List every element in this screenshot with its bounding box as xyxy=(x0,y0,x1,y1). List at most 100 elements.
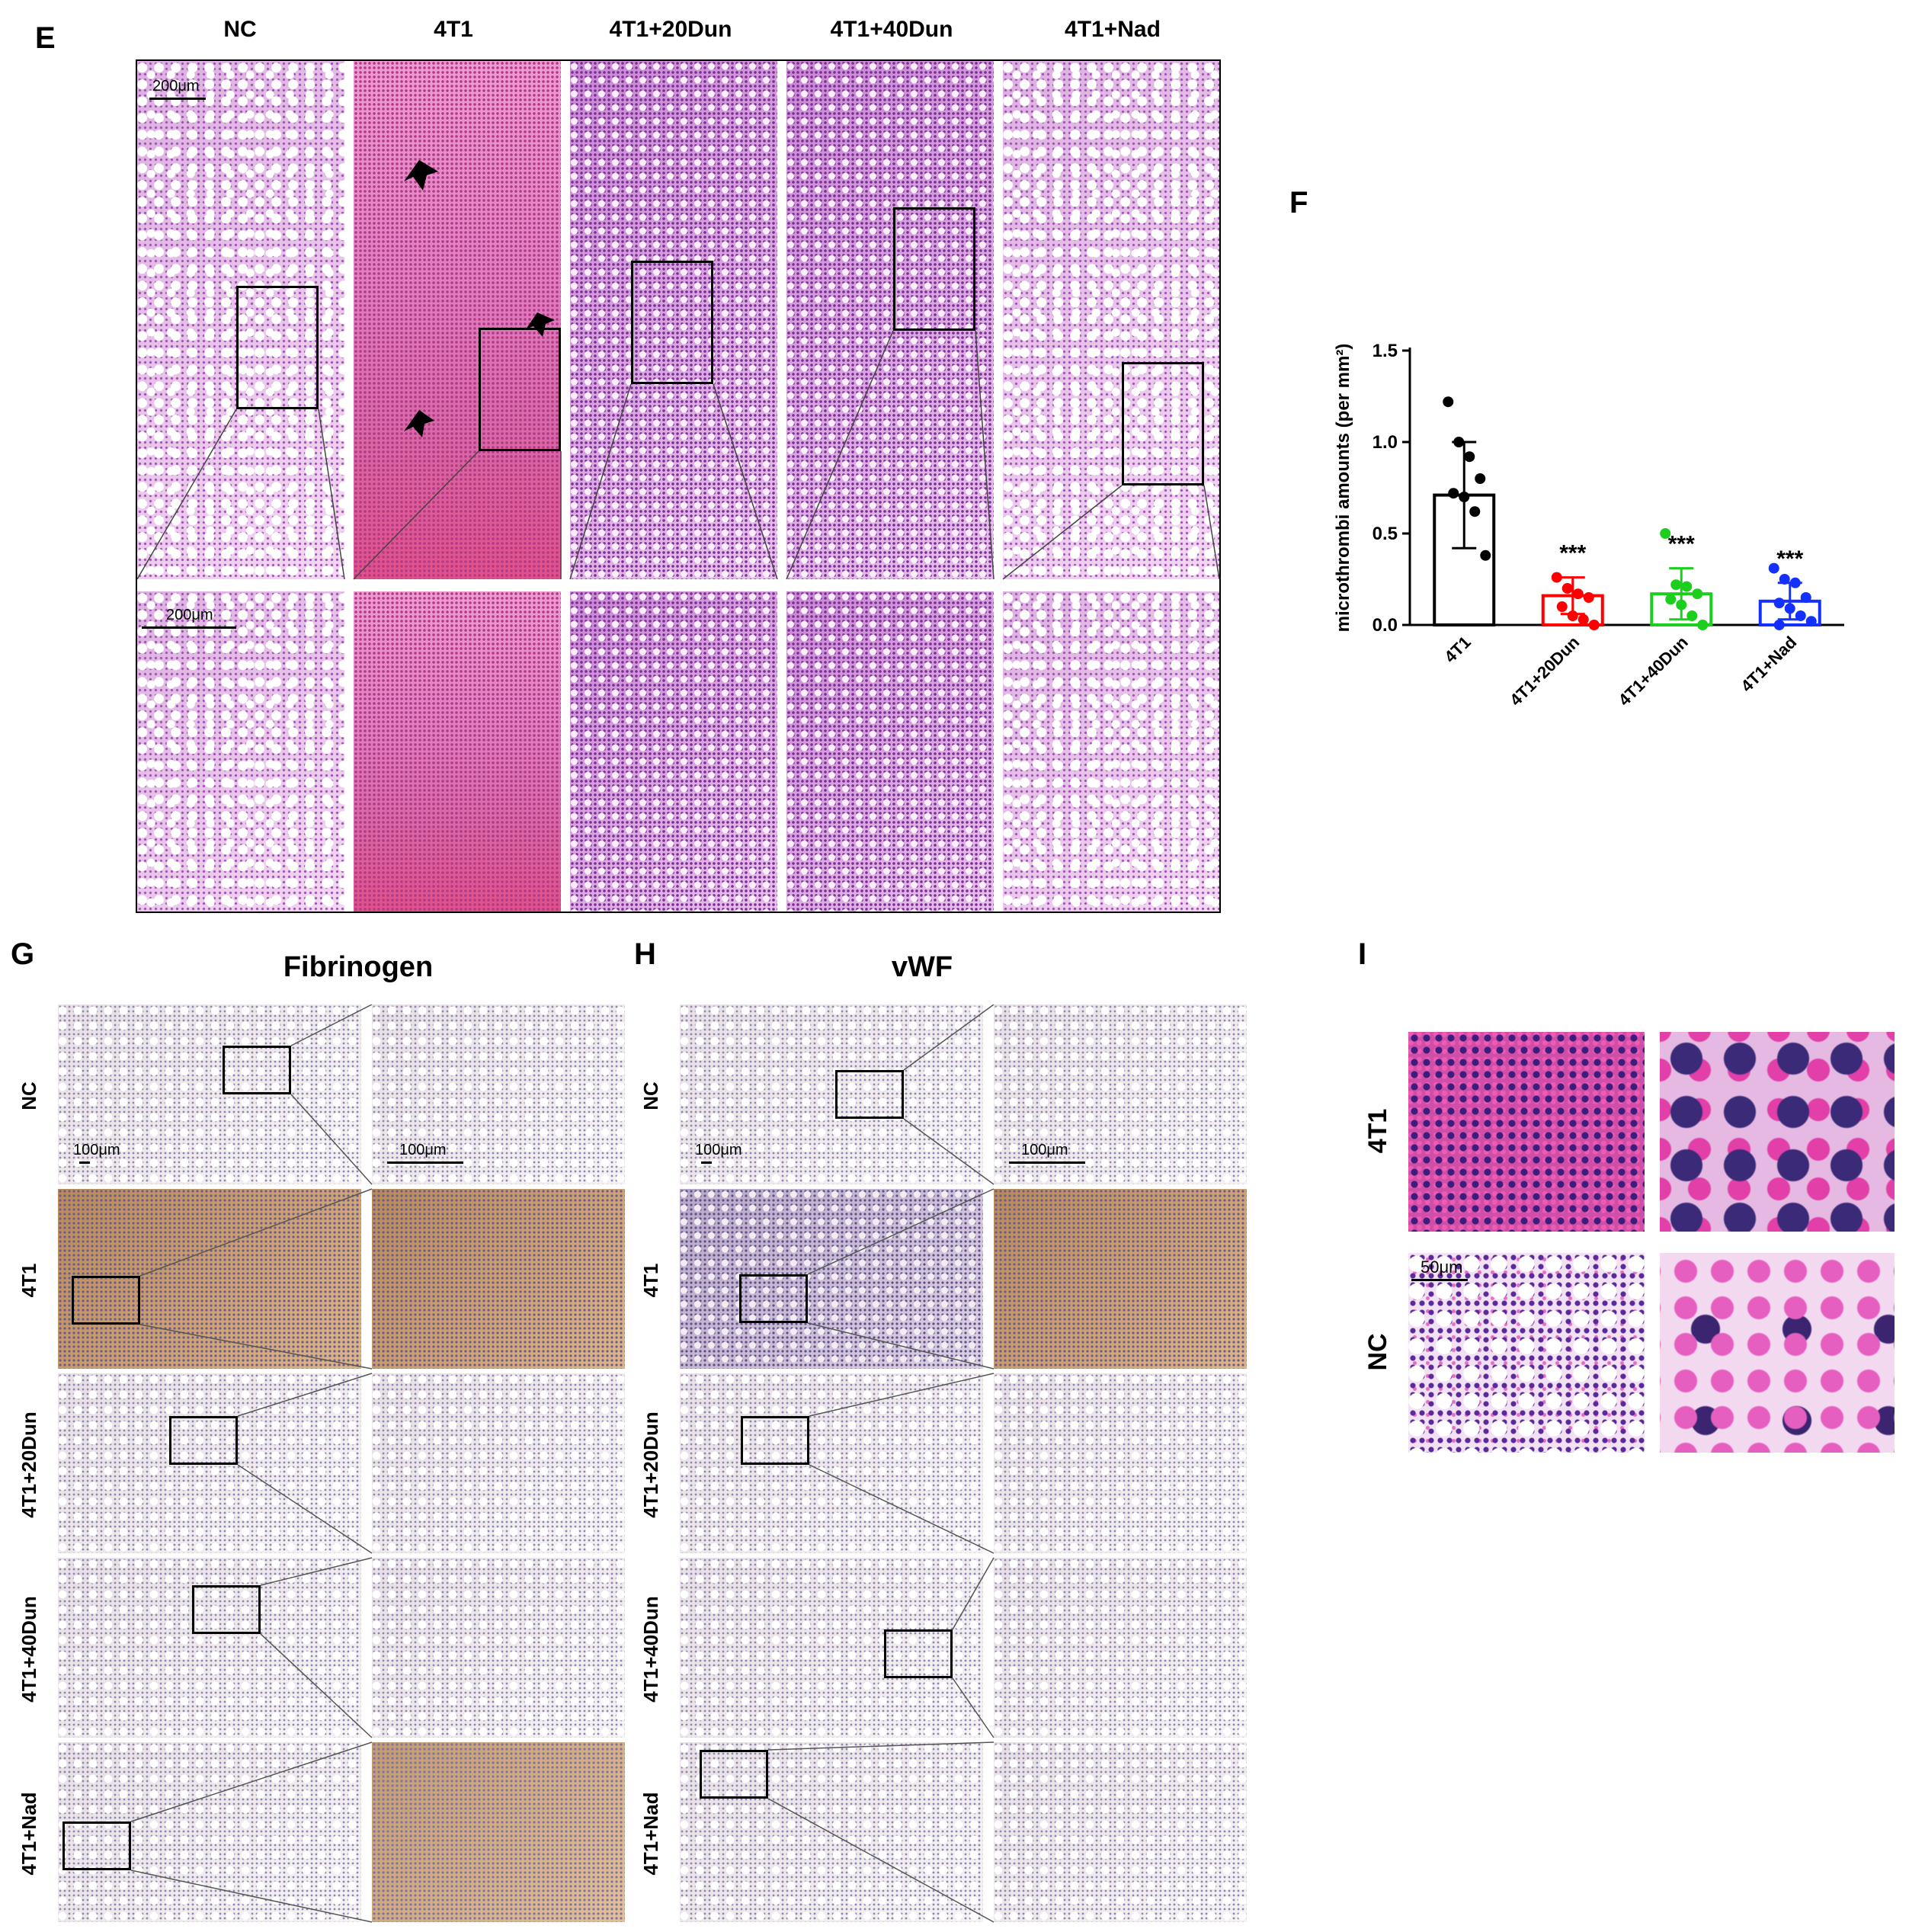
arrow-icon xyxy=(404,160,438,191)
scale-label-h-left: 100μm xyxy=(695,1142,742,1158)
data-point xyxy=(1773,620,1785,630)
zoom-box-4t1-40dun xyxy=(893,207,975,331)
zoom-connectors-e xyxy=(137,160,1220,580)
data-point xyxy=(1588,620,1600,630)
ihc-fibrinogen-4t1-nad-zoom xyxy=(372,1742,625,1922)
scale-label-e-top: 200μm xyxy=(152,78,200,95)
scale-label-h-right: 100μm xyxy=(1021,1142,1068,1158)
y-tick-label: 0.5 xyxy=(1372,524,1398,544)
arrow-icon xyxy=(404,410,434,437)
row-label-h-4t1-nad: 4T1+Nad xyxy=(639,1792,662,1876)
blood-smear-nc-zoom xyxy=(1660,1253,1895,1453)
scale-label-e-bottom: 200μm xyxy=(166,607,213,623)
scale-label-g-left: 100μm xyxy=(73,1142,120,1158)
column-title-4t1-40dun: 4T1+40Dun xyxy=(830,17,953,42)
data-point xyxy=(1551,572,1562,583)
significance-marker: *** xyxy=(1776,546,1803,572)
data-point xyxy=(1681,581,1693,592)
zoom-box-g-4t1 xyxy=(72,1276,140,1325)
data-point xyxy=(1660,528,1671,539)
data-point xyxy=(1670,579,1682,591)
data-point xyxy=(1480,549,1491,561)
zoom-box-4t1-20dun xyxy=(631,261,713,384)
ihc-fibrinogen-4t1-zoom xyxy=(372,1189,625,1369)
data-point xyxy=(1572,588,1584,600)
panel-g-label: G xyxy=(11,937,35,971)
row-label-g-nc: NC xyxy=(18,1081,40,1110)
ihc-vwf-4t1-nad-overview xyxy=(680,1742,983,1922)
panel-g-grid: 100μm 100μm xyxy=(58,1004,625,1927)
scale-label-g-right: 100μm xyxy=(399,1142,447,1158)
scale-bar-e-top xyxy=(149,98,206,100)
data-point xyxy=(1676,599,1687,610)
panel-h-label: H xyxy=(634,937,656,971)
panel-f-label: F xyxy=(1289,186,1308,219)
data-point xyxy=(1459,492,1470,502)
row-label-h-nc: NC xyxy=(639,1081,662,1110)
data-point xyxy=(1795,610,1806,621)
zoom-box-nc xyxy=(236,286,319,409)
ihc-fibrinogen-4t1-40dun-zoom xyxy=(372,1558,625,1738)
ihc-vwf-4t1-40dun-zoom xyxy=(994,1558,1247,1738)
zoom-box-g-nc xyxy=(223,1046,291,1094)
panel-g-title: Fibrinogen xyxy=(283,951,434,983)
data-point xyxy=(1561,583,1573,594)
he-image-4t1-nad-zoom xyxy=(1003,591,1219,912)
zoom-connectors-g xyxy=(130,1004,373,1923)
zoom-box-4t1 xyxy=(479,328,561,451)
y-tick-label: 0.0 xyxy=(1372,615,1398,636)
data-point xyxy=(1577,614,1589,625)
scale-label-i: 50μm xyxy=(1421,1258,1463,1277)
zoom-box-h-4t1 xyxy=(739,1274,808,1323)
ihc-fibrinogen-4t1-overview xyxy=(58,1189,361,1369)
data-point xyxy=(1556,601,1568,612)
data-point xyxy=(1784,603,1795,614)
ihc-fibrinogen-nc-zoom xyxy=(372,1004,625,1184)
scale-bar-h-left xyxy=(701,1161,712,1164)
scale-bar-i xyxy=(1411,1279,1468,1281)
column-title-nc: NC xyxy=(223,17,257,42)
row-label-g-4t1-nad: 4T1+Nad xyxy=(18,1792,40,1876)
arrow-icons xyxy=(404,160,555,437)
microthrombi-chart: 0.0 0.5 1.0 1.5 microthrombi amounts (per mm… xyxy=(1333,341,1844,710)
column-title-4t1: 4T1 xyxy=(434,17,473,42)
row-label-h-4t1: 4T1 xyxy=(639,1263,662,1298)
ihc-vwf-nc-zoom xyxy=(994,1004,1247,1184)
ihc-vwf-4t1-zoom xyxy=(994,1189,1247,1369)
panel-i-label: I xyxy=(1358,937,1367,971)
he-image-4t1-20dun-zoom xyxy=(570,591,777,912)
data-point xyxy=(1686,610,1698,621)
panel-h-title: vWF xyxy=(891,951,953,983)
zoom-box-h-4t1-40dun xyxy=(884,1629,953,1678)
x-tick-label: 4T1+20Dun xyxy=(1506,633,1583,710)
row-label-i-nc: NC xyxy=(1363,1333,1392,1371)
zoom-box-g-4t1-20dun xyxy=(169,1416,238,1465)
data-point xyxy=(1567,610,1578,621)
panel-e-frame: 200μm 200μm xyxy=(136,59,1221,913)
he-image-nc-overview xyxy=(137,61,344,579)
zoom-connectors-h xyxy=(767,1004,995,1923)
ihc-vwf-4t1-nad-zoom xyxy=(994,1742,1247,1922)
row-label-g-4t1: 4T1 xyxy=(18,1263,40,1298)
data-point xyxy=(1464,451,1475,463)
row-label-g-4t1-20dun: 4T1+20Dun xyxy=(18,1411,40,1518)
significance-marker: *** xyxy=(1668,532,1695,557)
x-tick-label: 4T1+Nad xyxy=(1737,633,1800,696)
row-label-g-4t1-40dun: 4T1+40Dun xyxy=(18,1596,40,1703)
data-point xyxy=(1789,577,1801,588)
zoom-box-g-4t1-40dun xyxy=(192,1585,261,1634)
zoom-box-h-4t1-nad xyxy=(700,1750,768,1799)
significance-marker: *** xyxy=(1559,541,1586,566)
data-point xyxy=(1773,598,1785,609)
scale-bar-e-bottom xyxy=(142,626,236,629)
blood-smear-nc-overview xyxy=(1408,1253,1645,1453)
data-point xyxy=(1453,437,1465,447)
y-tick-label: 1.5 xyxy=(1372,341,1398,361)
he-image-4t1-40dun-zoom xyxy=(786,591,994,912)
he-image-4t1-nad-overview xyxy=(1003,61,1219,579)
data-point xyxy=(1768,562,1779,574)
data-point xyxy=(1469,506,1481,517)
zoom-box-h-nc xyxy=(835,1070,904,1119)
scale-bar-g-right xyxy=(387,1161,463,1164)
data-point xyxy=(1583,592,1594,603)
